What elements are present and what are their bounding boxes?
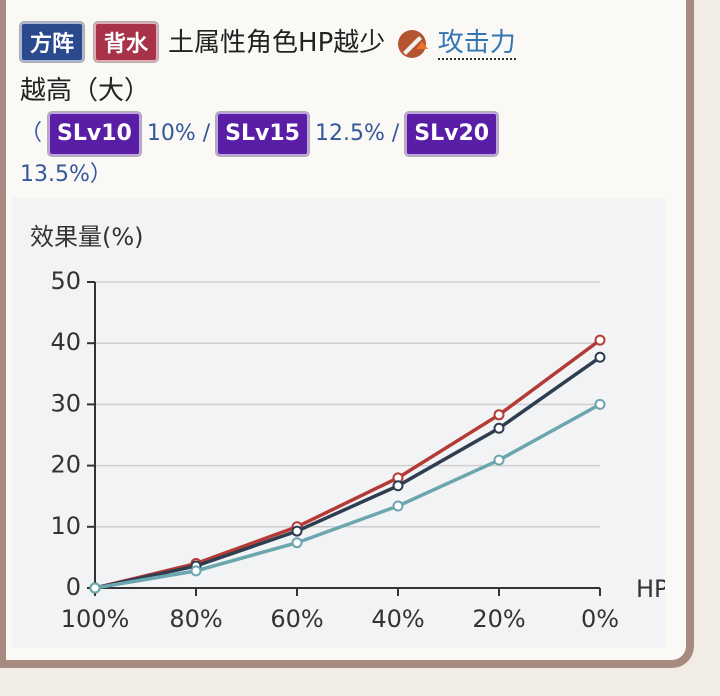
chart-box: 效果量(%) HP 0 10 20 30 40 50 100% 80% 60% 40% 20% 0% — [12, 198, 669, 648]
attack-icon — [397, 29, 428, 58]
effect-text-2: 越高（大） — [20, 76, 151, 106]
point — [594, 398, 606, 410]
point — [594, 351, 606, 363]
point — [594, 334, 606, 346]
y-tick-label: 50 — [50, 267, 81, 295]
effect-line: 方阵 背水 土属性角色HP越少 攻击力 — [20, 22, 516, 62]
chart: 效果量(%) HP 0 10 20 30 40 50 100% 80% 60% 40% 20% 0% — [30, 223, 669, 633]
paren: ） — [89, 162, 112, 187]
y-tick-label: 10 — [50, 512, 81, 540]
point — [493, 454, 505, 466]
badge: 方阵 — [20, 22, 85, 62]
x-tick-label: 60% — [270, 605, 323, 633]
badge: 背水 — [94, 22, 159, 62]
y-tick-label: 0 — [66, 573, 81, 601]
level-value: 10% / — [146, 121, 211, 146]
level-value: 13.5% — [20, 162, 90, 187]
paren: （ — [20, 121, 43, 146]
level-value: 12.5% / — [314, 121, 400, 146]
y-tick-label: 30 — [50, 389, 81, 417]
point — [190, 565, 202, 577]
x-tick-label: 20% — [472, 605, 525, 633]
y-axis-title: 效果量(%) — [30, 223, 144, 251]
point — [493, 409, 505, 421]
level-badge: SLv10 — [48, 112, 141, 156]
x-tick-label: 40% — [371, 605, 424, 633]
y-tick-label: 20 — [50, 451, 81, 479]
point — [291, 537, 303, 549]
series-line — [94, 402, 601, 590]
point — [392, 500, 404, 512]
effect-text: 土属性角色HP越少 — [168, 28, 386, 58]
x-tick-label: 80% — [169, 605, 222, 633]
point — [493, 422, 505, 434]
point — [392, 480, 404, 492]
x-tick-label: 100% — [61, 605, 130, 633]
level-badge: SLv15 — [216, 112, 309, 156]
attack-link[interactable]: 攻击力 — [437, 28, 516, 60]
y-tick-label: 40 — [50, 328, 81, 356]
series-line — [94, 355, 602, 590]
x-tick-label: 0% — [581, 605, 619, 633]
skill-levels: （SLv10 10% / SLv15 12.5% / SLv20 13.5%） — [20, 112, 580, 195]
level-badge: SLv20 — [405, 112, 499, 156]
point — [291, 525, 303, 537]
point — [89, 582, 101, 594]
x-axis-title: HP — [636, 575, 665, 603]
series-line — [94, 338, 602, 590]
